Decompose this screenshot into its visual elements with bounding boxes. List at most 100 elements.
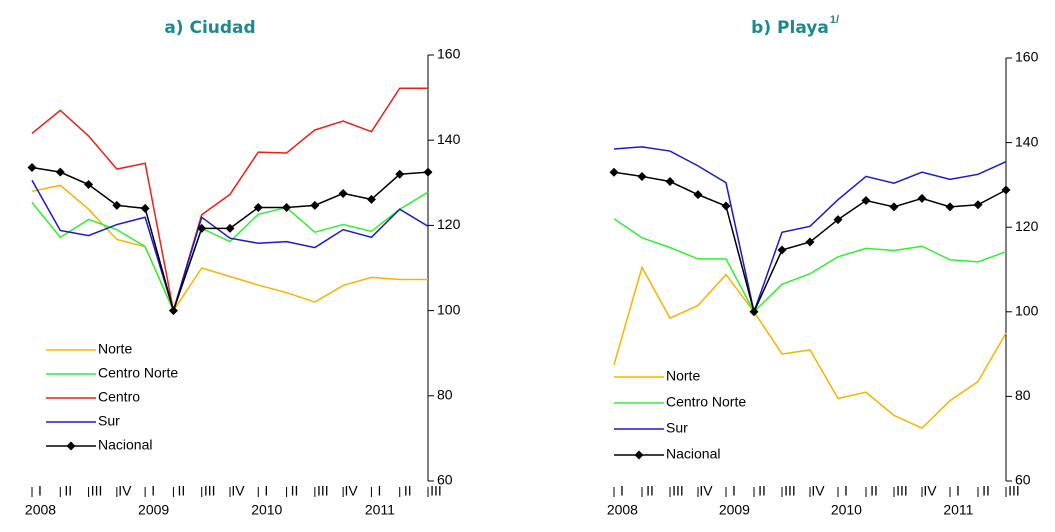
marker (889, 202, 899, 212)
marker (917, 193, 927, 203)
series-line (31, 191, 429, 313)
marker (749, 307, 759, 317)
y-tick-label: 160 (1015, 49, 1039, 65)
marker (609, 167, 619, 177)
y-tick-label: 80 (437, 387, 453, 403)
marker (395, 169, 405, 179)
chart-title: a) Ciudad (164, 18, 255, 38)
marker (310, 200, 320, 210)
x-tick-label: II (758, 483, 766, 499)
y-tick-label: 160 (437, 46, 461, 62)
x-tick-label: II (870, 483, 878, 499)
marker (253, 203, 263, 213)
x-tick-label: III (91, 483, 103, 499)
marker (140, 203, 150, 213)
series-line (31, 166, 429, 314)
x-tick-label: I (151, 483, 155, 499)
x-tick-label: III (672, 483, 684, 499)
y-tick-label: 120 (437, 216, 461, 232)
y-tick-label: 140 (437, 131, 461, 147)
x-tick-label: I (956, 483, 960, 499)
marker (861, 196, 871, 206)
legend-label: Norte (666, 368, 700, 384)
series-line (31, 179, 429, 314)
year-label: 2010 (831, 502, 862, 518)
marker (282, 203, 292, 213)
marker (84, 180, 94, 190)
x-tick-label: I (844, 483, 848, 499)
series-line (613, 265, 1007, 430)
marker (112, 200, 122, 210)
marker (637, 171, 647, 181)
series-line (31, 184, 428, 313)
x-tick-label: III (317, 483, 329, 499)
y-tick-label: 60 (437, 472, 453, 488)
legend-label: Centro (98, 389, 140, 405)
x-tick-label: IV (231, 483, 245, 499)
x-tick-label: III (896, 483, 908, 499)
x-tick-label: III (784, 483, 796, 499)
x-tick-label: IV (118, 483, 132, 499)
x-tick-label: I (38, 483, 42, 499)
marker (777, 245, 787, 255)
marker (665, 177, 675, 187)
marker (973, 200, 983, 210)
x-tick-label: II (64, 483, 72, 499)
y-tick-label: 80 (1015, 387, 1031, 403)
year-label: 2011 (943, 502, 973, 518)
legend-label: Centro Norte (98, 365, 178, 381)
x-tick-label: I (732, 483, 736, 499)
x-tick-label: II (982, 483, 990, 499)
year-label: 2009 (719, 502, 750, 518)
marker (366, 194, 376, 204)
x-tick-label: III (204, 483, 216, 499)
x-tick-label: I (620, 483, 624, 499)
x-tick-label: IV (811, 483, 825, 499)
y-tick-label: 100 (437, 301, 461, 317)
marker (423, 167, 433, 177)
legend-label: Centro Norte (666, 394, 746, 410)
x-tick-label: II (404, 483, 412, 499)
marker (945, 202, 955, 212)
x-tick-label: III (1008, 483, 1020, 499)
marker (338, 188, 348, 198)
x-tick-label: IV (345, 483, 359, 499)
legend-label: Sur (98, 413, 120, 429)
x-tick-label: I (377, 483, 381, 499)
marker (805, 237, 815, 247)
series-line (613, 146, 1007, 315)
y-tick-label: 100 (1015, 303, 1039, 319)
legend-label: Sur (666, 420, 688, 436)
y-tick-label: 120 (1015, 218, 1039, 234)
legend-marker (634, 450, 644, 460)
marker (197, 223, 207, 233)
x-tick-label: II (178, 483, 186, 499)
marker (693, 190, 703, 200)
year-label: 2008 (607, 502, 638, 518)
series-line (613, 218, 1007, 314)
x-tick-label: IV (923, 483, 937, 499)
legend-marker (66, 441, 76, 451)
x-tick-label: III (430, 483, 442, 499)
chart-title: b) Playa (751, 18, 829, 38)
legend-label: Nacional (98, 437, 152, 453)
year-label: 2011 (365, 502, 395, 518)
marker (833, 215, 843, 225)
year-label: 2010 (251, 502, 282, 518)
x-tick-label: IV (699, 483, 713, 499)
marker (1001, 185, 1011, 195)
y-tick-label: 140 (1015, 133, 1039, 149)
marker (55, 167, 65, 177)
marker (168, 306, 178, 316)
title-superscript: 1/ (830, 14, 839, 26)
marker (225, 223, 235, 233)
x-tick-label: II (291, 483, 299, 499)
y-tick-label: 60 (1015, 472, 1031, 488)
year-label: 2009 (138, 502, 169, 518)
marker (721, 201, 731, 211)
x-tick-label: II (646, 483, 654, 499)
year-label: 2008 (25, 502, 56, 518)
legend-label: Nacional (666, 446, 720, 462)
series-line (31, 87, 428, 311)
